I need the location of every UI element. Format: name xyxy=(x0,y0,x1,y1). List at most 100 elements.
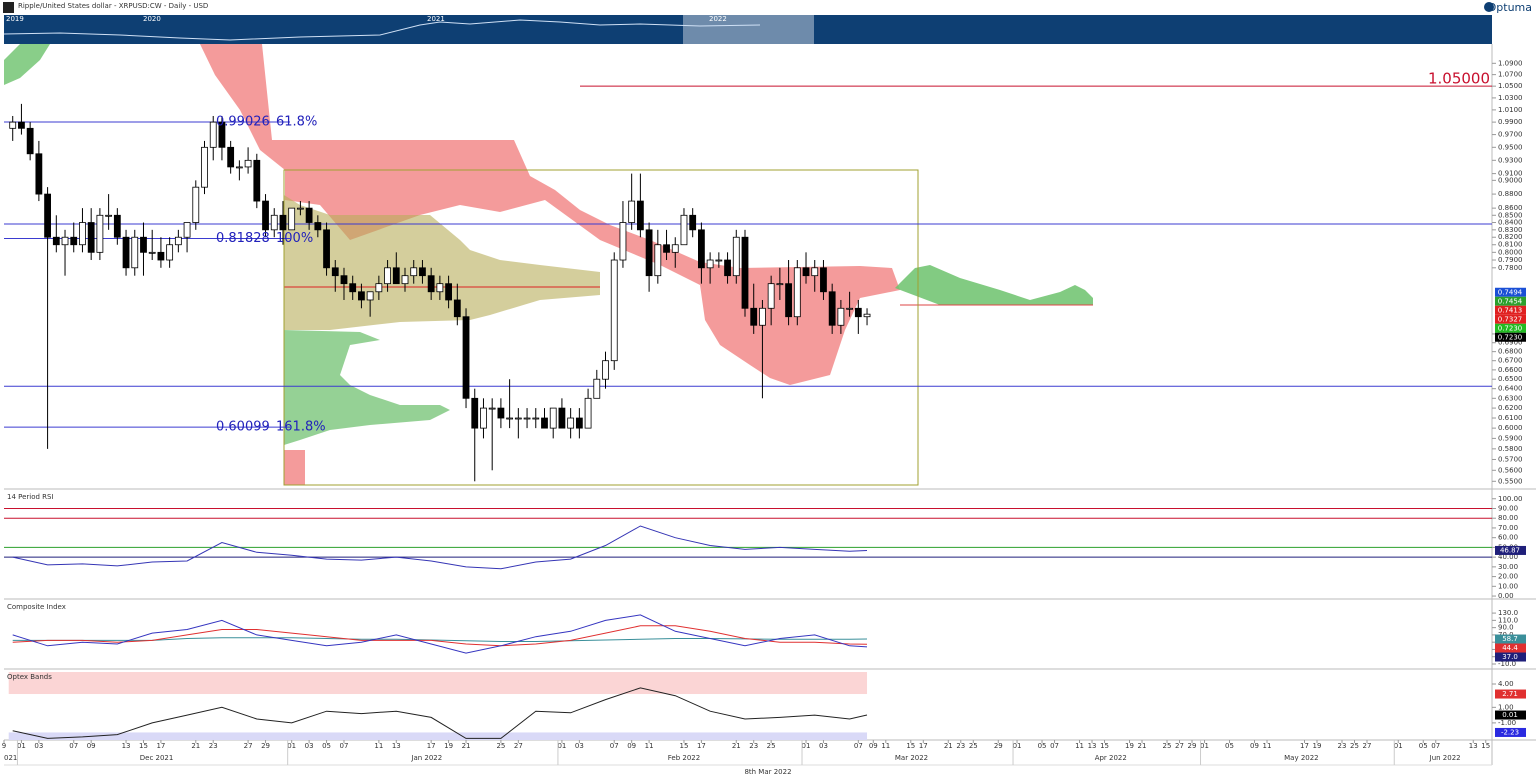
candle-body xyxy=(549,407,557,429)
y-tick-label: 0.9100 xyxy=(1498,170,1523,178)
price-badge-label: 46.87 xyxy=(1500,546,1520,554)
x-tick-label: 05 xyxy=(322,742,331,750)
fib-price: 0.99026 xyxy=(216,114,270,129)
candle-body xyxy=(828,291,836,326)
candle-body xyxy=(392,267,400,285)
candle-body xyxy=(602,360,609,380)
y-tick-label: 0.9300 xyxy=(1498,156,1523,164)
x-tick-label: 05 xyxy=(1038,742,1047,750)
x-tick-label: 01 xyxy=(557,742,566,750)
y-tick-label: 0.8600 xyxy=(1498,204,1523,212)
x-tick-label: 25 xyxy=(1350,742,1359,750)
candle-body xyxy=(314,222,322,231)
candle-body xyxy=(375,283,383,293)
candle-body xyxy=(610,259,618,362)
candle-body xyxy=(305,207,313,223)
x-tick-label: 21 xyxy=(732,742,741,750)
navigator-year: 2020 xyxy=(143,15,161,23)
y-tick-label: 70.00 xyxy=(1498,524,1518,532)
candle-body xyxy=(235,166,243,169)
y-tick-label: 0.5700 xyxy=(1498,455,1523,463)
candle-body xyxy=(567,417,575,429)
x-tick-label: 17 xyxy=(156,742,165,750)
price-badge-label: 2.71 xyxy=(1502,690,1518,698)
x-tick-label: 01 xyxy=(287,742,296,750)
candle-body xyxy=(680,214,688,246)
candle-body xyxy=(767,283,775,309)
x-tick-label: 29 xyxy=(261,742,270,750)
x-tick-label: 05 xyxy=(1419,742,1428,750)
candle-body xyxy=(863,313,871,318)
y-tick-label: 100.00 xyxy=(1498,495,1523,503)
y-tick-label: 0.8500 xyxy=(1498,211,1523,219)
candle-body xyxy=(174,236,182,246)
candle-body xyxy=(166,244,174,261)
y-tick-label: 60.00 xyxy=(1498,534,1518,542)
candle-body xyxy=(44,193,51,238)
x-tick-label: 07 xyxy=(854,742,863,750)
x-tick-label: 07 xyxy=(1050,742,1059,750)
candle-body xyxy=(558,407,566,429)
candle-body xyxy=(750,307,758,326)
candle-body xyxy=(802,267,810,277)
candle-body xyxy=(358,291,365,301)
candle-body xyxy=(157,251,165,261)
y-tick-label: 110.0 xyxy=(1498,616,1518,624)
candle-body xyxy=(401,275,409,285)
fib-price: 0.81828 xyxy=(216,231,270,246)
x-tick-label: 01 xyxy=(17,742,26,750)
y-tick-label: 0.8100 xyxy=(1498,241,1523,249)
y-tick-label: 1.0700 xyxy=(1498,71,1523,79)
indicator-line xyxy=(12,625,868,647)
candle-body xyxy=(759,307,766,326)
month-label: Apr 2022 xyxy=(1095,754,1127,762)
navigator-line xyxy=(3,19,761,41)
fib-ratio: 100% xyxy=(276,231,313,246)
price-badge-label: 0.7413 xyxy=(1498,306,1523,314)
x-tick-label: 25 xyxy=(496,742,505,750)
x-tick-label: 21 xyxy=(462,742,471,750)
price-badge xyxy=(1495,643,1526,653)
x-tick-label: 01 xyxy=(802,742,811,750)
x-tick-label: 13 xyxy=(122,742,131,750)
brand-logo xyxy=(1484,2,1494,12)
y-tick-label: 80.00 xyxy=(1498,514,1518,522)
candle-body xyxy=(497,407,505,419)
candle-body xyxy=(427,275,435,293)
x-tick-label: 27 xyxy=(514,742,523,750)
candle-body xyxy=(366,291,374,301)
x-tick-label: 15 xyxy=(680,742,689,750)
y-tick-label: 0.6200 xyxy=(1498,404,1523,412)
candle-body xyxy=(523,417,531,420)
year-fragment: 021 xyxy=(4,754,17,762)
candle-body xyxy=(636,200,644,231)
x-tick-label: 11 xyxy=(881,742,890,750)
candle-body xyxy=(288,207,296,231)
x-tick-label: 03 xyxy=(305,742,314,750)
candle-body xyxy=(131,236,139,269)
price-badge-label: 0.7327 xyxy=(1498,315,1523,323)
candle-body xyxy=(575,417,583,429)
y-tick-label: 1.0900 xyxy=(1498,59,1523,67)
candle-body xyxy=(323,229,330,269)
x-tick-label: 23 xyxy=(209,742,218,750)
navigator-window[interactable] xyxy=(683,15,814,44)
x-tick-label: 17 xyxy=(427,742,436,750)
candle-body xyxy=(35,153,43,195)
y-tick-label: 0.9900 xyxy=(1498,118,1523,126)
cloud-bull xyxy=(4,44,50,85)
range-box xyxy=(283,169,919,486)
candle-body xyxy=(488,407,496,410)
y-tick-label: 0.6400 xyxy=(1498,385,1523,393)
panel-title: Composite Index xyxy=(7,603,66,611)
x-tick-label: 25 xyxy=(767,742,776,750)
candle-body xyxy=(148,251,156,254)
y-tick-label: 0.5900 xyxy=(1498,434,1523,442)
menu-icon[interactable] xyxy=(3,2,14,13)
candle-body xyxy=(122,236,130,269)
candle-body xyxy=(227,146,235,168)
candle-body xyxy=(628,200,636,223)
x-tick-label: 29 xyxy=(1188,742,1197,750)
volume-profile xyxy=(284,330,450,445)
